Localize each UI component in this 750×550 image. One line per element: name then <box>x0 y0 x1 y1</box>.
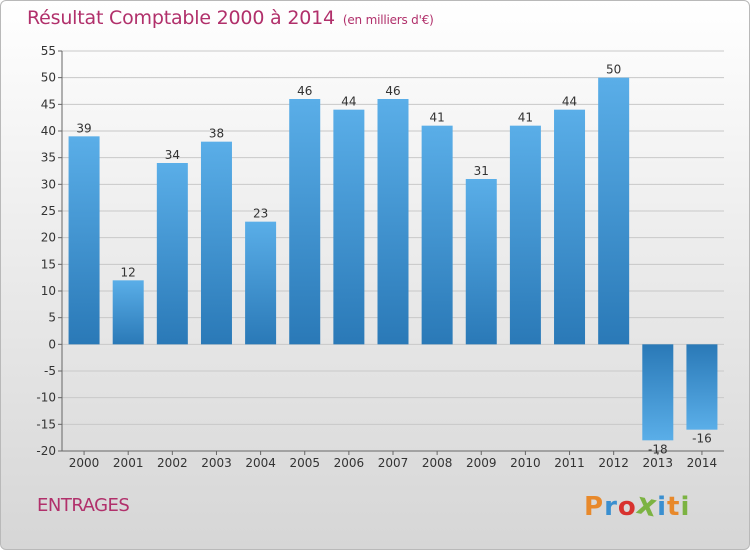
value-label: 12 <box>121 265 136 279</box>
bar-2014 <box>686 344 718 430</box>
value-label: 41 <box>518 111 533 125</box>
value-label: 34 <box>165 148 180 162</box>
bar-2006 <box>333 109 365 345</box>
x-tick-label: 2014 <box>687 456 718 470</box>
y-tick-label: 0 <box>48 337 56 351</box>
brand-letter: r <box>604 492 618 522</box>
value-label: 31 <box>474 164 489 178</box>
x-tick-label: 2003 <box>201 456 232 470</box>
y-tick-label: 25 <box>41 204 56 218</box>
x-tick-label: 2010 <box>510 456 541 470</box>
bar-chart: -20 -15 -10 -5 0 5 10 15 20 25 30 35 40 45 50 55 2000 200… <box>36 44 724 470</box>
value-label: 44 <box>341 95 356 109</box>
y-tick-label: 45 <box>41 97 56 111</box>
y-tick-label: 5 <box>48 311 56 325</box>
y-tick-label: 50 <box>41 71 56 85</box>
value-label: 46 <box>297 84 312 98</box>
y-tick-label: 55 <box>41 44 56 58</box>
y-tick-label: -15 <box>36 417 56 431</box>
y-tick-label: 35 <box>41 151 56 165</box>
bar-layer <box>68 77 718 441</box>
value-label: 41 <box>429 111 444 125</box>
value-label: 39 <box>76 121 91 135</box>
x-tick-label: 2000 <box>69 456 100 470</box>
value-label: 38 <box>209 127 224 141</box>
x-tick-label: 2001 <box>113 456 144 470</box>
bar-2013 <box>642 344 674 441</box>
x-tick-label: 2006 <box>334 456 365 470</box>
x-tick-label: 2011 <box>554 456 585 470</box>
value-label: 44 <box>562 95 577 109</box>
bar-2004 <box>245 221 277 345</box>
proxiti-logo[interactable]: Proxiti <box>584 486 691 524</box>
value-label: 46 <box>385 84 400 98</box>
x-tick-label: 2012 <box>598 456 629 470</box>
x-tick-label: 2009 <box>466 456 497 470</box>
bar-2005 <box>289 99 321 345</box>
axis-layer: -20 -15 -10 -5 0 5 10 15 20 25 30 35 40 45 50 55 2000 200… <box>36 44 724 470</box>
brand-letter: o <box>617 492 637 522</box>
bar-2003 <box>200 141 232 345</box>
y-tick-label: 30 <box>41 177 56 191</box>
y-tick-label: -5 <box>44 364 56 378</box>
bar-2000 <box>68 136 100 345</box>
x-tick-label: 2005 <box>289 456 320 470</box>
x-tick-label: 2013 <box>643 456 674 470</box>
value-label: -18 <box>648 442 668 456</box>
x-tick-label: 2002 <box>157 456 188 470</box>
bar-2010 <box>509 125 541 345</box>
value-label: 50 <box>606 63 621 77</box>
chart-title-text: Résultat Comptable 2000 à 2014 <box>27 7 335 29</box>
brand-letter: i <box>680 492 691 522</box>
value-label: -16 <box>692 432 712 446</box>
value-label: 23 <box>253 207 268 221</box>
y-tick-label: 10 <box>41 284 56 298</box>
chart-title: Résultat Comptable 2000 à 2014 (en millie… <box>27 7 434 29</box>
x-tick-label: 2008 <box>422 456 453 470</box>
y-tick-label: -20 <box>36 444 56 458</box>
bar-2008 <box>421 125 453 345</box>
label-layer: 39 12 34 38 23 46 44 46 41 31 41 44 50 -18 -16 <box>76 63 711 457</box>
bar-2009 <box>465 179 497 345</box>
y-tick-label: 15 <box>41 257 56 271</box>
x-tick-label: 2007 <box>378 456 409 470</box>
bar-2001 <box>112 280 144 345</box>
y-tick-label: 20 <box>41 231 56 245</box>
bar-2012 <box>598 77 630 345</box>
y-tick-label: -10 <box>36 391 56 405</box>
brand-letter: t <box>667 492 681 522</box>
brand-letter: i <box>657 492 668 522</box>
chart-subtitle: (en milliers d'€) <box>342 13 434 27</box>
bar-2007 <box>377 99 409 345</box>
y-tick-label: 40 <box>41 124 56 138</box>
x-tick-label: 2004 <box>245 456 276 470</box>
brand-letter: P <box>584 492 605 522</box>
bar-2011 <box>554 109 586 345</box>
commune-name: ENTRAGES <box>37 495 130 516</box>
bar-2002 <box>156 163 188 345</box>
